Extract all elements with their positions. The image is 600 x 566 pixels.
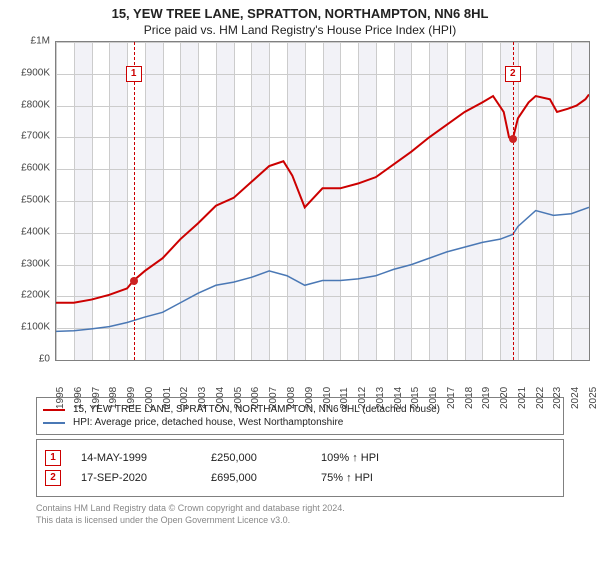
y-tick-label: £500K	[5, 195, 50, 206]
sale-row: 2 17-SEP-2020£695,00075% ↑ HPI	[45, 470, 555, 486]
sale-price: £250,000	[211, 452, 321, 464]
y-tick-label: £800K	[5, 99, 50, 110]
sale-dot	[130, 277, 138, 285]
y-tick-label: £300K	[5, 258, 50, 269]
footnote-line-2: This data is licensed under the Open Gov…	[36, 515, 564, 527]
sale-marker-1: 1	[126, 66, 142, 82]
footnote: Contains HM Land Registry data © Crown c…	[36, 503, 564, 526]
y-tick-label: £600K	[5, 163, 50, 174]
y-tick-label: £0	[5, 354, 50, 365]
chart-area: 12 £0£100K£200K£300K£400K£500K£600K£700K…	[55, 41, 590, 391]
sale-date: 14-MAY-1999	[81, 452, 211, 464]
y-tick-label: £900K	[5, 67, 50, 78]
sale-row-marker: 2	[45, 470, 61, 486]
y-tick-label: £400K	[5, 226, 50, 237]
footnote-line-1: Contains HM Land Registry data © Crown c…	[36, 503, 564, 515]
chart-title: 15, YEW TREE LANE, SPRATTON, NORTHAMPTON…	[0, 6, 600, 21]
legend-item: HPI: Average price, detached house, West…	[43, 417, 557, 428]
sale-dot	[509, 135, 517, 143]
sale-marker-2: 2	[505, 66, 521, 82]
y-tick-label: £1M	[5, 36, 50, 47]
x-tick-label: 2025	[588, 387, 600, 409]
y-tick-label: £100K	[5, 322, 50, 333]
sale-date: 17-SEP-2020	[81, 472, 211, 484]
series-property	[56, 94, 589, 302]
sale-row-marker: 1	[45, 450, 61, 466]
chart-container: 15, YEW TREE LANE, SPRATTON, NORTHAMPTON…	[0, 6, 600, 566]
sale-row: 1 14-MAY-1999£250,000109% ↑ HPI	[45, 450, 555, 466]
legend-swatch	[43, 422, 65, 424]
sale-pct: 75% ↑ HPI	[321, 472, 431, 484]
sale-price: £695,000	[211, 472, 321, 484]
line-svg	[56, 42, 589, 360]
sale-pct: 109% ↑ HPI	[321, 452, 431, 464]
chart-subtitle: Price paid vs. HM Land Registry's House …	[0, 23, 600, 37]
y-tick-label: £700K	[5, 131, 50, 142]
sale-table: 1 14-MAY-1999£250,000109% ↑ HPI 2 17-SEP-20…	[36, 439, 564, 497]
y-tick-label: £200K	[5, 290, 50, 301]
plot-region: 12	[55, 41, 590, 361]
legend-label: HPI: Average price, detached house, West…	[73, 417, 343, 428]
series-hpi	[56, 207, 589, 331]
